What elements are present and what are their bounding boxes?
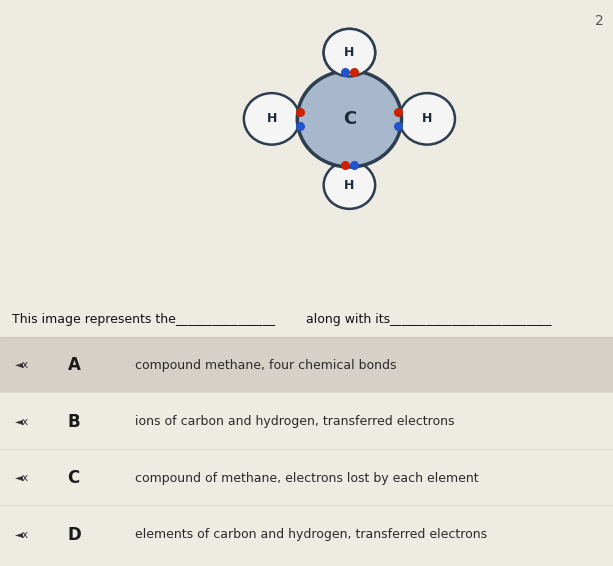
- Text: along with its: along with its: [306, 314, 390, 326]
- Text: D: D: [67, 526, 81, 544]
- Text: H: H: [345, 46, 354, 59]
- Text: ________________: ________________: [175, 314, 275, 326]
- Text: A: A: [67, 356, 80, 374]
- Circle shape: [244, 93, 300, 144]
- Text: compound methane, four chemical bonds: compound methane, four chemical bonds: [135, 359, 397, 371]
- Text: C: C: [67, 469, 80, 487]
- Text: B: B: [67, 413, 80, 431]
- Circle shape: [324, 29, 375, 76]
- Text: __________________________: __________________________: [389, 314, 552, 326]
- Text: ions of carbon and hydrogen, transferred electrons: ions of carbon and hydrogen, transferred…: [135, 415, 454, 428]
- Text: C: C: [343, 110, 356, 128]
- Text: ◄x: ◄x: [15, 530, 29, 540]
- Circle shape: [324, 29, 375, 76]
- Text: elements of carbon and hydrogen, transferred electrons: elements of carbon and hydrogen, transfe…: [135, 529, 487, 541]
- Text: ◄x: ◄x: [15, 417, 29, 427]
- Text: 2: 2: [595, 14, 604, 28]
- Circle shape: [399, 93, 455, 144]
- Circle shape: [297, 71, 402, 167]
- Text: H: H: [267, 113, 277, 125]
- FancyBboxPatch shape: [0, 338, 613, 392]
- Text: compound of methane, electrons lost by each element: compound of methane, electrons lost by e…: [135, 472, 479, 484]
- Text: ◄x: ◄x: [15, 473, 29, 483]
- Text: This image represents the: This image represents the: [12, 314, 176, 326]
- Text: ◄x: ◄x: [15, 360, 29, 370]
- Text: H: H: [422, 113, 432, 125]
- Text: H: H: [345, 179, 354, 191]
- Circle shape: [324, 161, 375, 209]
